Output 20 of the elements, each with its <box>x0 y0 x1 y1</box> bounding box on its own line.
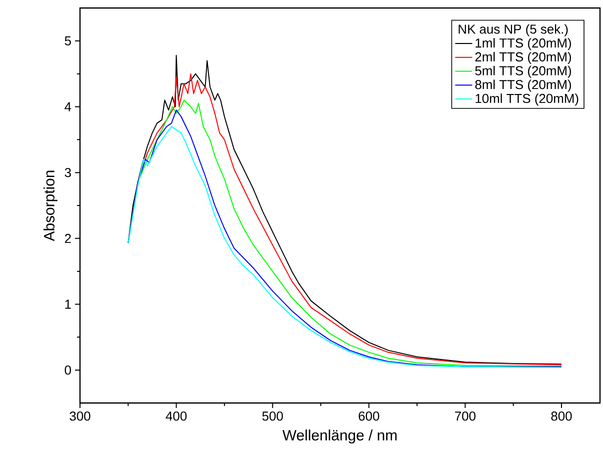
legend-title: NK aus NP (5 sek.) <box>458 24 568 36</box>
y-tick-label: 3 <box>64 168 71 178</box>
y-tick-label: 0 <box>64 365 71 375</box>
legend-label: 5ml TTS (20mM) <box>475 66 572 78</box>
y-tick-label: 5 <box>64 36 71 46</box>
x-tick-label: 800 <box>551 412 572 421</box>
y-tick-label: 4 <box>64 102 72 112</box>
y-tick-label: 1 <box>65 300 71 309</box>
y-axis-title: Absorption <box>44 170 58 242</box>
legend-label: 1ml TTS (20mM) <box>476 38 572 50</box>
x-tick-label: 400 <box>166 412 187 421</box>
x-tick-label: 300 <box>70 412 90 421</box>
y-tick-label: 2 <box>64 234 71 243</box>
x-tick-label: 700 <box>455 412 476 421</box>
legend-label: 2ml TTS (20mM) <box>475 52 572 64</box>
x-tick-label: 500 <box>262 412 283 421</box>
x-axis-title: Wellenlänge / nm <box>282 430 397 444</box>
x-tick-label: 600 <box>358 412 380 421</box>
legend-label: 8ml TTS (20mM) <box>475 80 572 92</box>
legend-label: 10ml TTS (20mM) <box>476 94 578 106</box>
